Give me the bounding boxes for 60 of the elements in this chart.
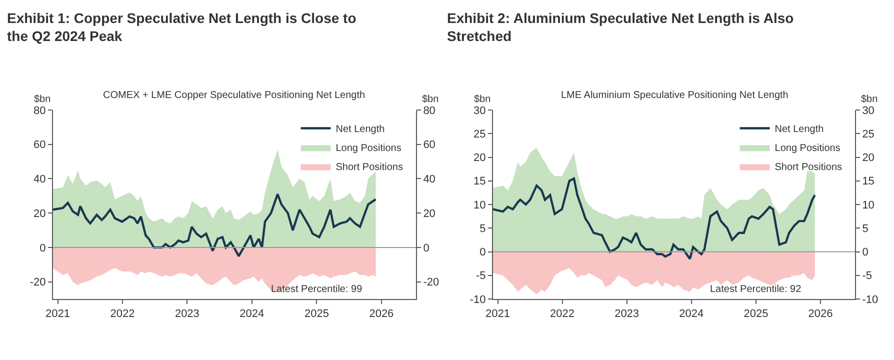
y-tick-label: 20	[34, 208, 46, 220]
x-tick-label: 2026	[369, 308, 394, 320]
y2-tick-label: 0	[862, 246, 868, 259]
chart-subtitle: COMEX + LME Copper Speculative Positioning Net Length	[103, 90, 366, 101]
y2-tick-label: -5	[862, 270, 872, 282]
y-tick-label: 0	[480, 246, 486, 259]
y-axis-title: $bn	[474, 94, 491, 105]
legend-label: Long Positions	[774, 143, 840, 154]
y-tick-label: 20	[474, 152, 486, 164]
x-tick-label: 2022	[110, 308, 135, 320]
y2-tick-label: 15	[862, 176, 874, 188]
x-tick-label: 2025	[744, 308, 768, 320]
y2-axis-title: $bn	[861, 94, 878, 105]
y-tick-label: 10	[474, 199, 486, 212]
y2-tick-label: 25	[862, 128, 874, 140]
y2-tick-label: 60	[423, 139, 436, 152]
x-tick-label: 2023	[614, 308, 640, 320]
x-tick-label: 2021	[486, 308, 510, 320]
chart-title: Exhibit 2: Aluminium Speculative Net Length is Also Stretched	[447, 10, 794, 44]
y2-tick-label: 5	[862, 222, 868, 235]
x-tick-label: 2024	[240, 308, 264, 320]
y-tick-label: 40	[34, 174, 46, 186]
y-tick-label: 25	[474, 128, 486, 140]
y2-tick-label: -20	[423, 276, 440, 289]
legend-label: Net Length	[774, 124, 824, 136]
y2-tick-label: 30	[862, 104, 874, 117]
y-tick-label: 5	[480, 222, 486, 235]
legend-label: Short Positions	[774, 162, 842, 174]
y-axis-title: $bn	[34, 94, 51, 105]
y2-tick-label: 20	[423, 208, 436, 220]
x-tick-label: 2026	[808, 308, 833, 320]
y2-tick-label: 80	[423, 104, 436, 117]
y-tick-label: 30	[474, 104, 486, 117]
x-tick-label: 2025	[304, 308, 329, 320]
x-tick-label: 2023	[174, 308, 200, 320]
y2-tick-label: 10	[862, 199, 874, 212]
y-tick-label: -10	[470, 294, 486, 306]
line-series	[53, 193, 377, 258]
legend-label: Long Positions	[336, 143, 402, 154]
annotation: Latest Percentile: 99	[271, 284, 363, 295]
chart-title: Exhibit 1: Copper Speculative Net Length is Close to the Q2 2024 Peak	[7, 10, 356, 44]
chart-subtitle: LME Aluminium Speculative Positioning Net Length	[561, 90, 788, 101]
y2-tick-label: 40	[423, 174, 436, 186]
annotation: Latest Percentile: 92	[710, 284, 802, 295]
y-tick-label: 80	[34, 104, 46, 117]
y2-tick-label: 0	[423, 242, 430, 254]
legend-label: Short Positions	[336, 162, 404, 174]
y2-tick-label: -10	[862, 294, 878, 306]
x-tick-label: 2024	[679, 308, 704, 320]
y-tick-label: 15	[474, 176, 486, 188]
y2-axis-title: $bn	[422, 94, 439, 105]
legend-label: Net Length	[336, 124, 385, 136]
x-tick-label: 2022	[550, 308, 575, 320]
y-tick-label: -20	[30, 276, 46, 289]
line-series	[493, 177, 816, 260]
x-tick-label: 2021	[46, 308, 70, 320]
y-tick-label: 0	[40, 242, 46, 254]
y2-tick-label: 20	[862, 152, 874, 164]
y-tick-label: 60	[34, 139, 46, 152]
y-tick-label: -5	[476, 270, 486, 282]
